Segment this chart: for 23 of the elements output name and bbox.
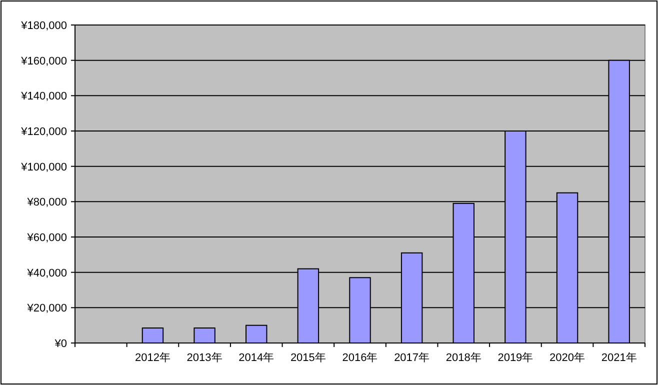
x-tick-label: 2014年	[238, 352, 274, 364]
y-tick-label: ¥20,000	[26, 302, 67, 315]
x-tick-label: 2021年	[601, 352, 637, 364]
y-tick-label: ¥0	[54, 338, 67, 350]
y-tick-label: ¥80,000	[26, 196, 67, 209]
x-tick-label: 2020年	[550, 352, 586, 364]
y-tick-label: ¥40,000	[26, 267, 67, 280]
bar	[142, 327, 164, 344]
y-tick-label: ¥100,000	[20, 161, 67, 174]
y-tick-label: ¥60,000	[26, 232, 67, 244]
y-tick-label: ¥160,000	[20, 55, 67, 68]
y-tick-label: ¥120,000	[20, 126, 67, 138]
x-tick-label: 2018年	[446, 352, 482, 364]
bar	[194, 327, 216, 344]
x-tick-label: 2013年	[186, 352, 222, 364]
bar	[246, 324, 268, 344]
x-tick-label: 2017年	[394, 352, 430, 364]
x-tick-label: 2019年	[498, 352, 534, 364]
x-tick-label: 2016年	[342, 352, 378, 364]
y-tick-label: ¥180,000	[20, 20, 67, 32]
x-tick-label: 2012年	[134, 352, 170, 364]
x-tick-label: 2015年	[290, 352, 326, 364]
y-tick-label: ¥140,000	[20, 90, 67, 103]
